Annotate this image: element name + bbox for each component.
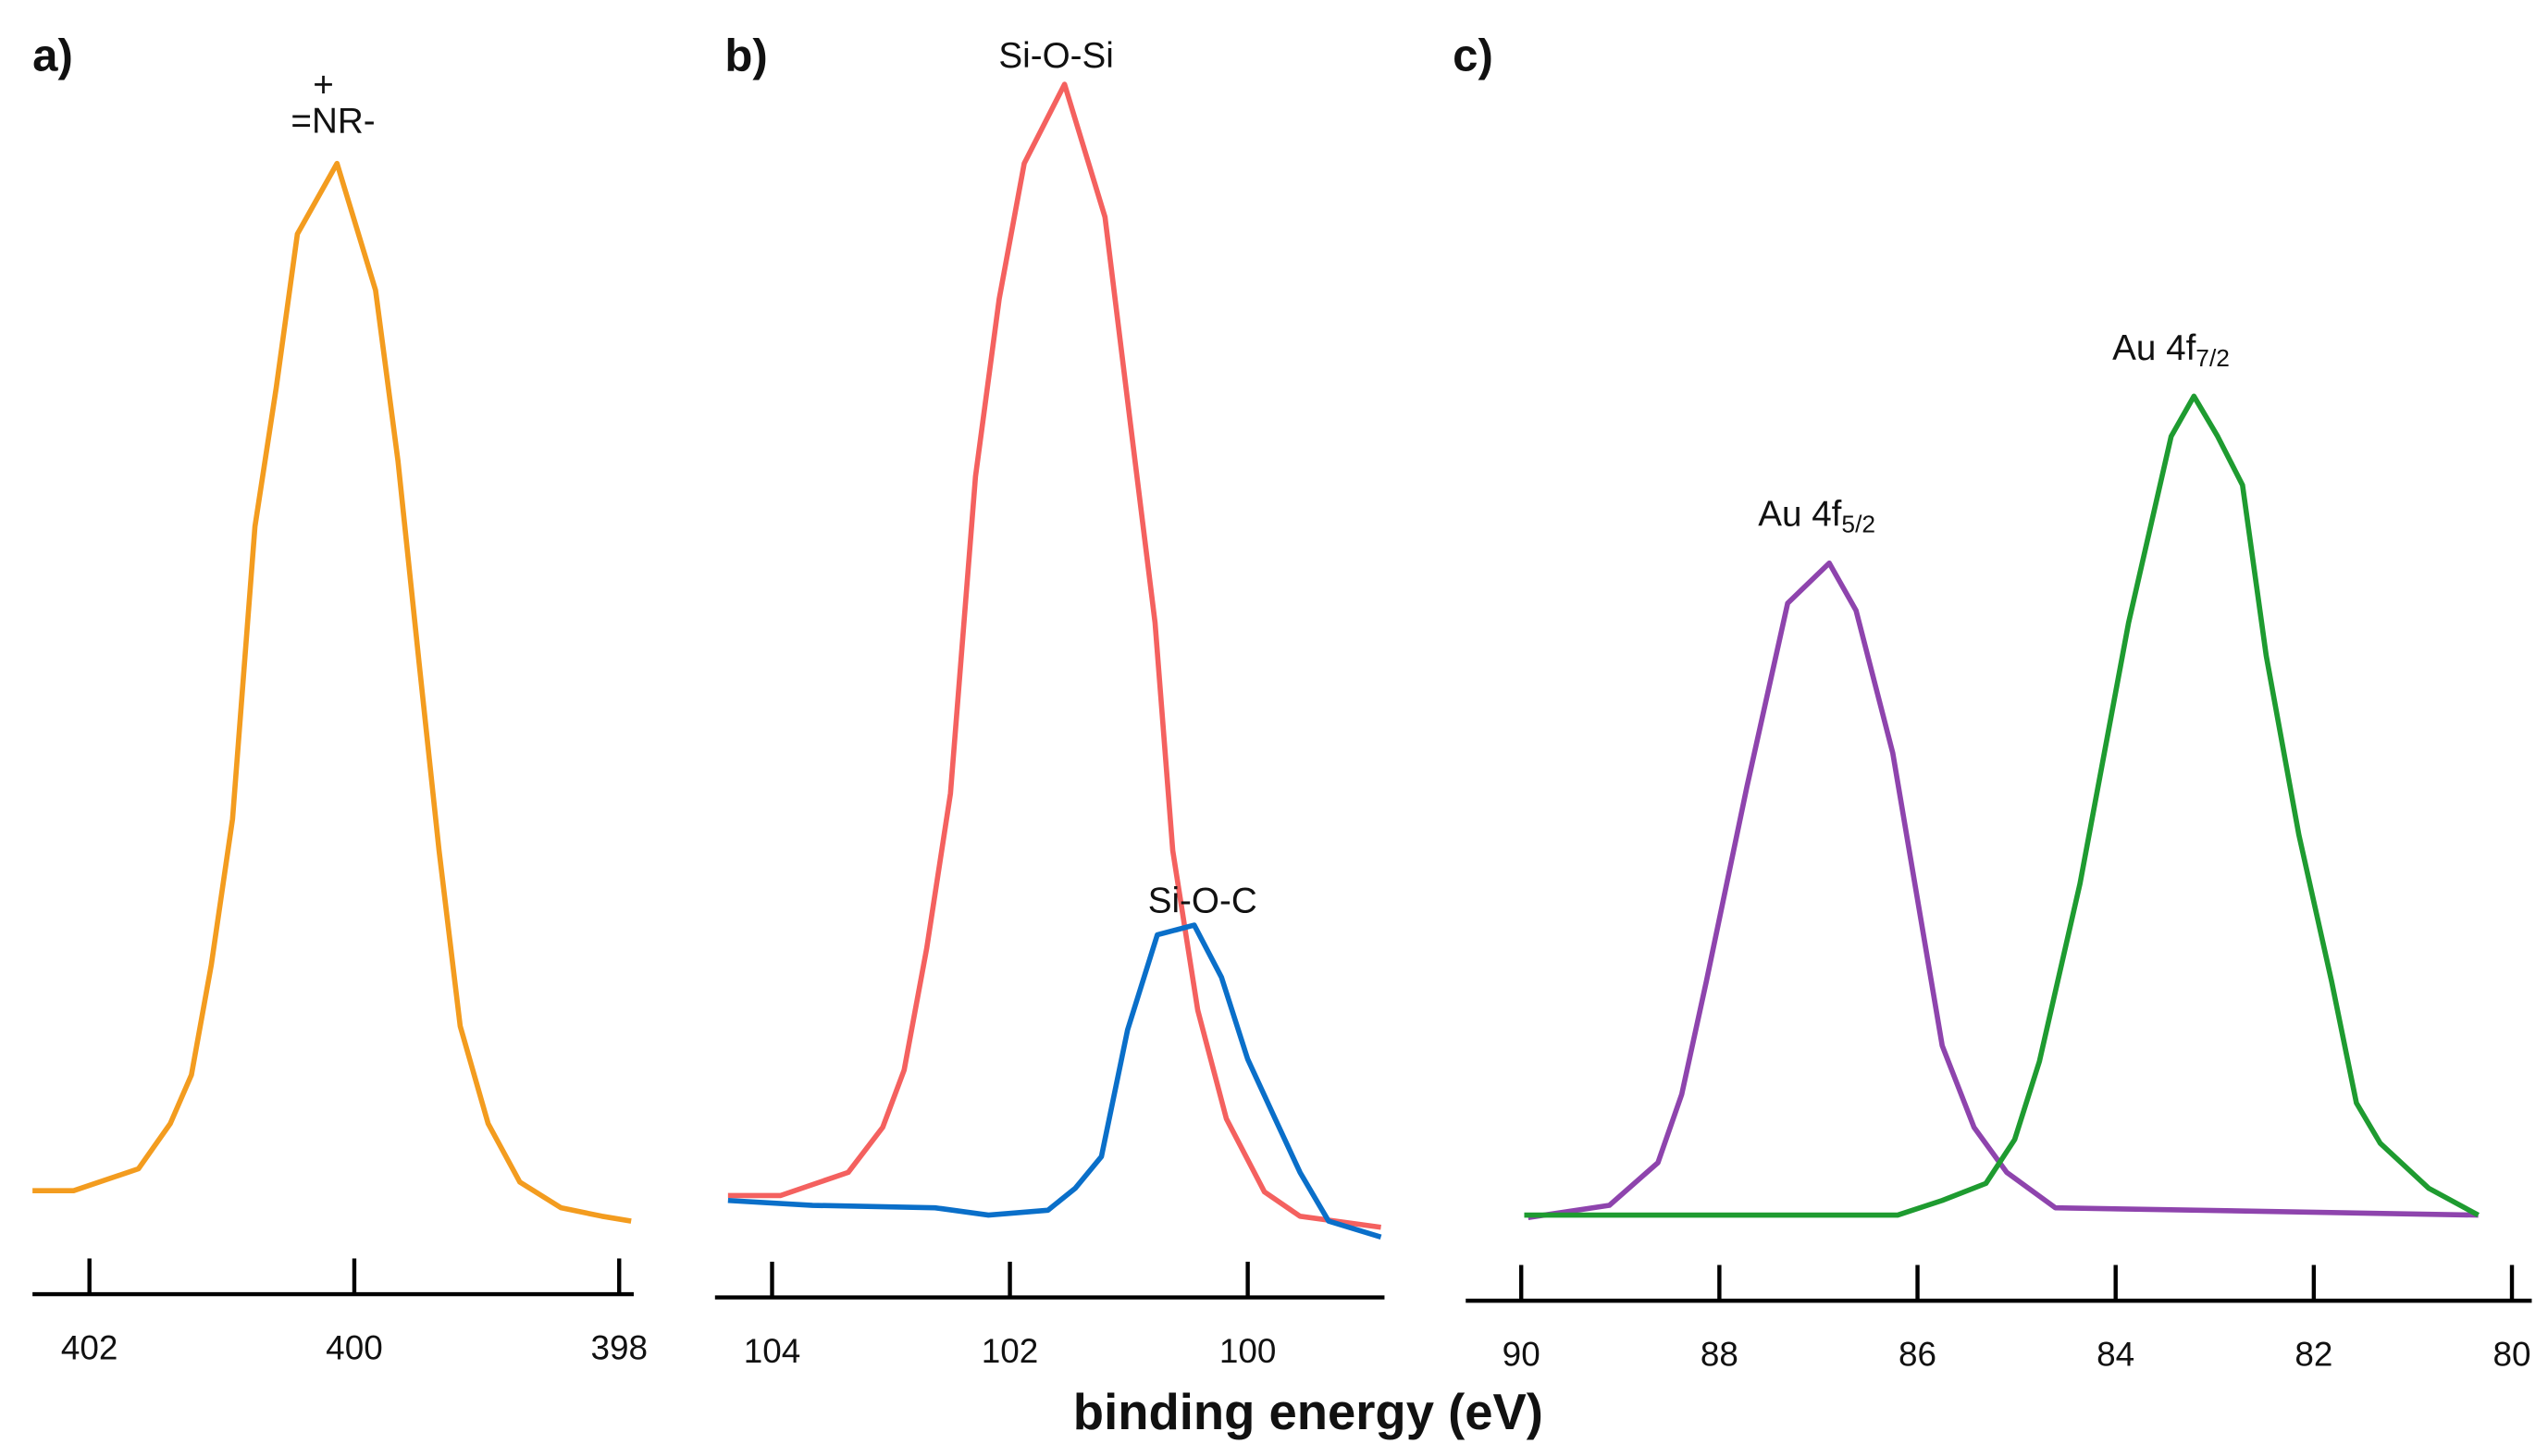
x-tick-label: 90 <box>1503 1335 1540 1373</box>
annotation-text: =NR- <box>291 101 375 141</box>
line <box>727 922 1382 1240</box>
annotation-text: Si-O-Si <box>998 36 1113 76</box>
panel-title: a) <box>32 31 73 81</box>
line <box>1528 560 2479 1220</box>
x-tick-label: 86 <box>1899 1335 1936 1373</box>
annotation: Si-O-Si <box>998 36 1113 76</box>
annotation: =NR- <box>291 101 375 141</box>
annotation-text: Si-O-C <box>1148 881 1257 920</box>
x-tick-label: 88 <box>1701 1335 1738 1373</box>
line <box>1524 393 2480 1218</box>
x-tick-label: 102 <box>982 1332 1039 1370</box>
x-tick-label: 82 <box>2294 1335 2332 1373</box>
x-tick-label: 104 <box>744 1332 801 1370</box>
x-tick-label: 398 <box>590 1328 648 1366</box>
annotation: Si-O-C <box>1148 881 1257 920</box>
annotation-superscript: + <box>313 66 334 105</box>
x-tick-label: 84 <box>2097 1335 2134 1373</box>
line <box>727 81 1381 1230</box>
annotation-text: Au 4f <box>1758 494 1841 534</box>
annotation: Au 4f5/2 <box>1758 494 1875 537</box>
panel-title: b) <box>724 31 767 81</box>
annotation-subscript: 7/2 <box>2195 344 2230 372</box>
annotation-text: Au 4f <box>2112 328 2195 368</box>
x-axis-label: binding energy (eV) <box>1073 1384 1543 1440</box>
x-tick-label: 402 <box>61 1328 118 1366</box>
x-tick-label: 80 <box>2493 1335 2531 1373</box>
x-tick-label: 100 <box>1219 1332 1277 1370</box>
annotation: Au 4f7/2 <box>2112 328 2230 372</box>
annotation-subscript: 5/2 <box>1841 510 1875 537</box>
line <box>32 160 632 1224</box>
x-tick-label: 400 <box>326 1328 383 1366</box>
panel-title: c) <box>1453 31 1493 81</box>
